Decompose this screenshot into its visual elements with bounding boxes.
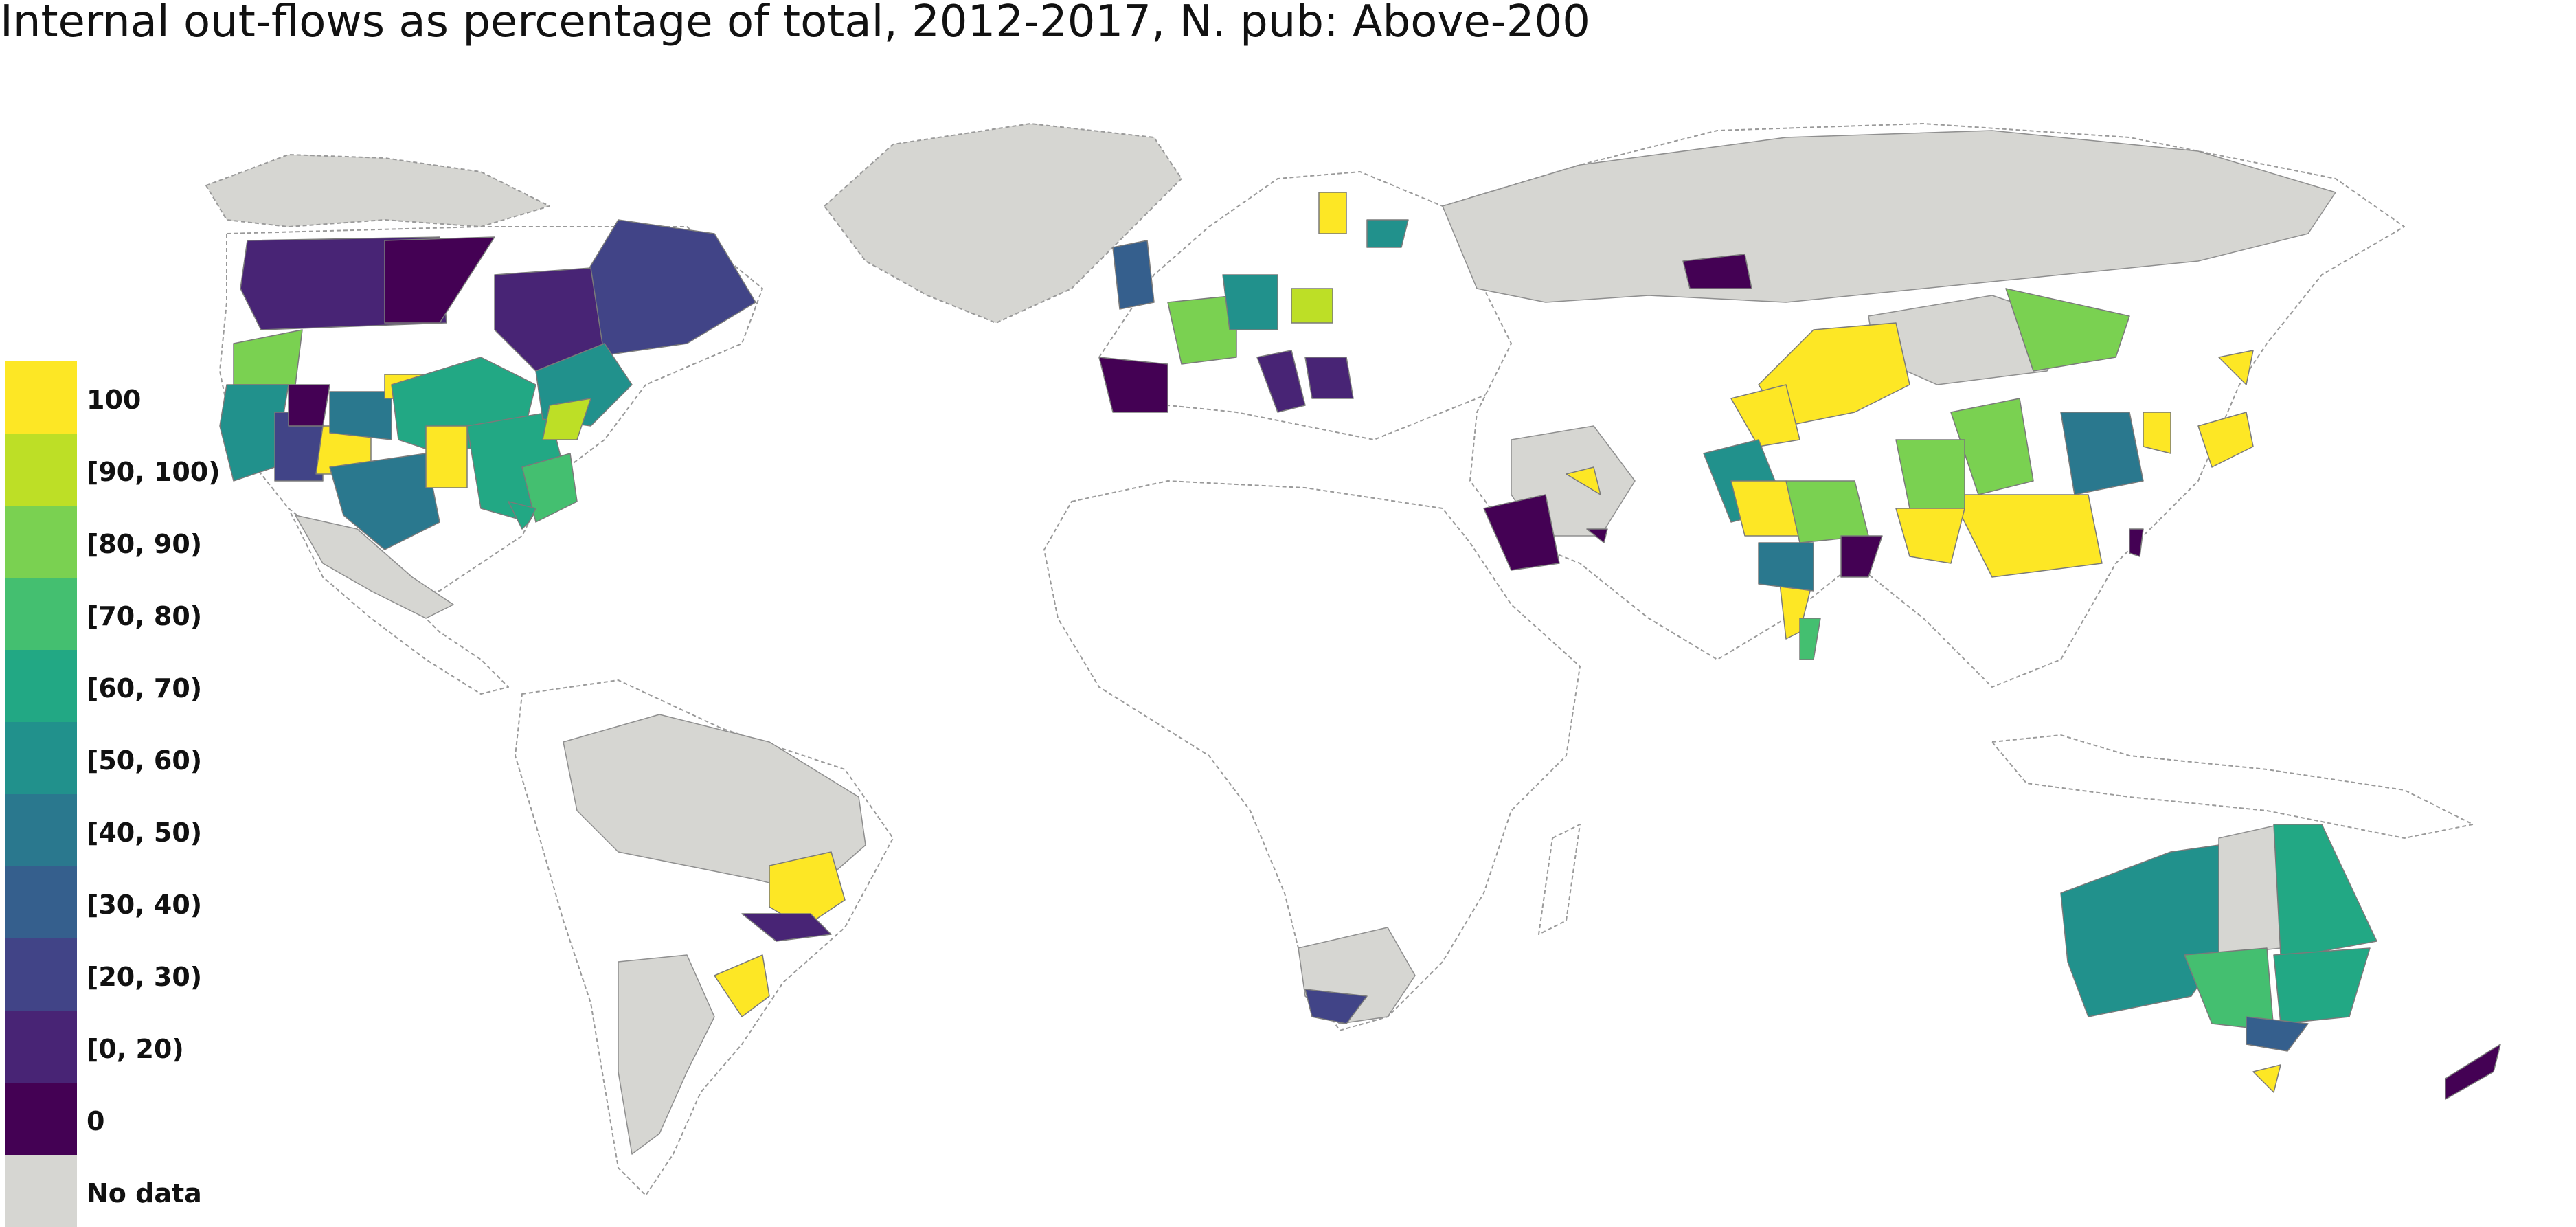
legend-swatch (5, 578, 77, 650)
legend-swatch (5, 361, 77, 434)
new-zealand (2445, 1044, 2501, 1100)
russia-novosibirsk (1682, 254, 1752, 289)
brazil-south (714, 954, 770, 1017)
legend-label: [40, 50) (87, 818, 203, 848)
legend-item: No data (5, 1155, 294, 1227)
legend-item: [60, 70) (5, 650, 294, 722)
australia-central-region (2218, 824, 2281, 956)
legend-label: 100 (87, 385, 142, 415)
usa-virginia (542, 398, 591, 440)
mexico-region (295, 515, 454, 619)
germany-region (1222, 274, 1278, 330)
usa-west-coast (219, 384, 289, 482)
legend-label: [70, 80) (87, 601, 203, 631)
legend: 100 [90, 100) [80, 90) [70, 80) [60, 70) [50,… (5, 361, 294, 1227)
brazil-minas (769, 851, 846, 928)
argentina-region (618, 954, 715, 1155)
legend-label: [80, 90) (87, 529, 203, 559)
italy-region (1256, 350, 1306, 413)
legend-label: [0, 20) (87, 1034, 184, 1064)
legend-item: [80, 90) (5, 506, 294, 578)
china-yunnan (1895, 508, 1965, 564)
legend-swatch (5, 1155, 77, 1227)
japan (2197, 412, 2254, 468)
legend-label: No data (87, 1178, 202, 1208)
legend-swatch (5, 506, 77, 578)
china-south (1950, 494, 2103, 578)
iran-tehran (1566, 466, 1601, 495)
madagascar-land (1538, 824, 1581, 935)
legend-label: [60, 70) (87, 673, 203, 703)
arctic-canada (205, 154, 550, 227)
south-africa-western-cape (1304, 989, 1368, 1024)
legend-swatch (5, 434, 77, 506)
legend-item: [0, 20) (5, 1011, 294, 1083)
indonesia-land (1991, 734, 2474, 839)
scandinavia-region (1318, 192, 1347, 234)
taiwan (2129, 528, 2144, 557)
legend-swatch (5, 650, 77, 722)
australia-tasmania (2252, 1064, 2281, 1093)
usa-kansas (329, 391, 392, 440)
brazil-sao-paulo (741, 913, 832, 942)
poland-region (1291, 288, 1333, 324)
usa-wyoming (288, 384, 330, 427)
india-central (1785, 480, 1869, 543)
india-maharashtra (1758, 542, 1814, 592)
china-tibet (1730, 384, 1800, 447)
legend-label: [30, 40) (87, 890, 203, 920)
australia-victoria (2246, 1016, 2309, 1052)
legend-label: 0 (87, 1106, 105, 1136)
usa-texas (329, 453, 440, 550)
legend-swatch (5, 722, 77, 794)
india-east (1840, 535, 1883, 578)
legend-item: [20, 30) (5, 938, 294, 1011)
india-karnataka (1799, 618, 1821, 660)
legend-item: [70, 80) (5, 578, 294, 650)
australia-west (2060, 844, 2219, 1017)
russia-region (1442, 130, 2336, 303)
saudi-arabia (1483, 494, 1560, 571)
legend-item: [40, 50) (5, 794, 294, 866)
balkans-region (1304, 357, 1354, 399)
legend-swatch (5, 866, 77, 938)
china-central (1950, 398, 2034, 495)
legend-item: [90, 100) (5, 434, 294, 506)
australia-nsw (2273, 947, 2371, 1024)
china-northeast (2005, 288, 2130, 372)
korea (2143, 412, 2171, 454)
greenland (824, 123, 1182, 324)
world-map (205, 123, 2501, 1196)
canada-central (384, 236, 495, 324)
legend-swatch (5, 1083, 77, 1155)
data-regions (219, 192, 2501, 1100)
usa-florida (508, 501, 536, 530)
usa-georgia (521, 453, 578, 523)
usa-missouri (425, 425, 468, 488)
france-region (1167, 295, 1237, 365)
china-east (2060, 412, 2144, 495)
spain-region (1098, 357, 1168, 413)
africa-land (1043, 480, 1581, 1031)
japan-hokkaido (2218, 350, 2254, 385)
legend-swatch (5, 794, 77, 866)
legend-item: [50, 60) (5, 722, 294, 794)
legend-label: [50, 60) (87, 745, 203, 776)
legend-swatch (5, 938, 77, 1011)
legend-item: 0 (5, 1083, 294, 1155)
legend-swatch (5, 1011, 77, 1083)
map-title: Internal out-flows as percentage of tota… (0, 0, 1590, 47)
finland-region (1366, 219, 1409, 248)
legend-label: [20, 30) (87, 962, 203, 992)
uk-region (1112, 240, 1155, 310)
australia-queensland (2273, 824, 2377, 956)
legend-label: [90, 100) (87, 457, 221, 487)
qatar-uae (1586, 528, 1608, 543)
legend-item: 100 (5, 361, 294, 434)
legend-item: [30, 40) (5, 866, 294, 938)
